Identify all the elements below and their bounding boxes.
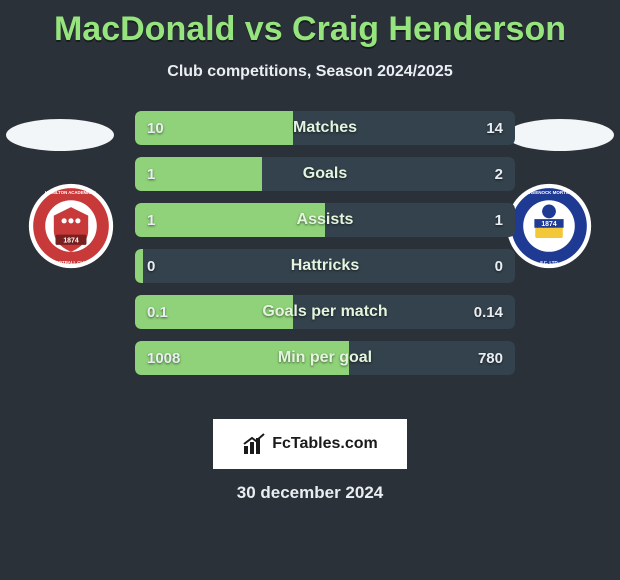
player-ellipse-right [506, 119, 614, 151]
morton-badge-icon: 1874 GREENOCK MORTON F.C. LTD [506, 183, 592, 269]
stat-value-left: 0 [147, 249, 155, 283]
stat-row: Assists1 1 [135, 203, 515, 237]
stat-value-left: 1008 [147, 341, 180, 375]
brand-badge: FcTables.com [213, 419, 407, 469]
subtitle: Club competitions, Season 2024/2025 [0, 63, 620, 81]
stat-value-right: 2 [495, 157, 503, 191]
stat-value-left: 1 [147, 157, 155, 191]
stat-value-right: 0.14 [474, 295, 503, 329]
stat-value-right: 1 [495, 203, 503, 237]
svg-text:F.C. LTD: F.C. LTD [540, 260, 558, 265]
stat-value-right: 780 [478, 341, 503, 375]
svg-text:GREENOCK MORTON: GREENOCK MORTON [526, 190, 573, 195]
stat-row: Goals1 2 [135, 157, 515, 191]
svg-text:HAMILTON ACADEMICAL: HAMILTON ACADEMICAL [45, 190, 98, 195]
stat-row: Goals per match0.1 0.14 [135, 295, 515, 329]
team-badge-left: 1874 HAMILTON ACADEMICAL FOOTBALL CLUB [28, 183, 114, 269]
badge-year-left: 1874 [63, 237, 78, 244]
stat-label: Goals [135, 157, 515, 191]
hamilton-badge-icon: 1874 HAMILTON ACADEMICAL FOOTBALL CLUB [28, 183, 114, 269]
stat-row: Min per goal1008 780 [135, 341, 515, 375]
player-ellipse-left [6, 119, 114, 151]
stat-row: Hattricks0 0 [135, 249, 515, 283]
stat-bars: Matches1014Goals12Assists11Hattricks00Go… [135, 111, 515, 375]
comparison-stage: 1874 HAMILTON ACADEMICAL FOOTBALL CLUB 1… [0, 111, 620, 401]
badge-year-right: 1874 [541, 221, 556, 228]
stat-row: Matches10 14 [135, 111, 515, 145]
stat-value-left: 1 [147, 203, 155, 237]
stat-value-left: 0.1 [147, 295, 168, 329]
stat-label: Goals per match [135, 295, 515, 329]
stat-label: Hattricks [135, 249, 515, 283]
stat-label: Assists [135, 203, 515, 237]
stat-value-right: 0 [495, 249, 503, 283]
chart-icon [242, 432, 266, 456]
brand-text: FcTables.com [272, 435, 378, 453]
svg-text:FOOTBALL CLUB: FOOTBALL CLUB [53, 260, 89, 265]
stat-label: Min per goal [135, 341, 515, 375]
team-badge-right: 1874 GREENOCK MORTON F.C. LTD [506, 183, 592, 269]
stat-value-right: 14 [486, 111, 503, 145]
date: 30 december 2024 [0, 483, 620, 503]
stat-value-left: 10 [147, 111, 164, 145]
page-title: MacDonald vs Craig Henderson [0, 0, 620, 49]
stat-label: Matches [135, 111, 515, 145]
